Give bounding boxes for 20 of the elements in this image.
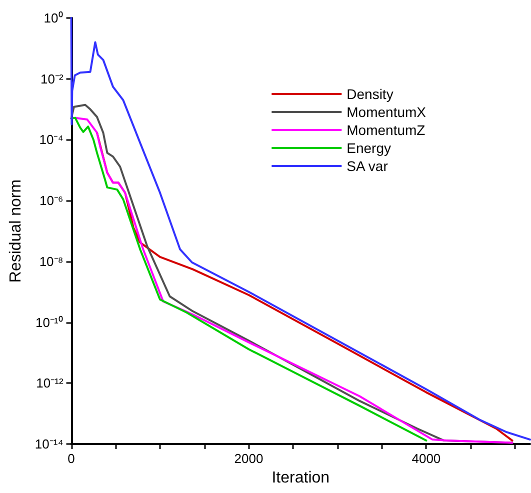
line-series — [70, 17, 531, 441]
legend-label: SA var — [346, 158, 388, 174]
y-tick-label: 10⁻¹⁰ — [35, 314, 64, 330]
legend-label: MomentumX — [346, 104, 427, 120]
x-axis-title: Iteration — [272, 470, 330, 486]
legend-label: Density — [346, 86, 394, 102]
y-tick-label: 10⁻⁶ — [39, 193, 64, 208]
x-tick-label: 0 — [68, 451, 75, 466]
y-axis-title: Residual norm — [8, 179, 24, 283]
y-tick-label: 10⁻² — [40, 71, 64, 86]
line-series — [70, 116, 428, 442]
y-tick-label: 10⁻⁸ — [39, 254, 64, 269]
y-tick-label: 10⁰ — [44, 10, 64, 26]
legend-label: Energy — [346, 140, 391, 156]
y-tick-label: 10⁻¹⁴ — [34, 436, 64, 452]
x-tick-label: 2000 — [234, 451, 264, 466]
y-tick-label: 10⁻¹² — [36, 376, 64, 391]
y-tick-label: 10⁻⁴ — [39, 132, 64, 148]
legend-label: MomentumZ — [346, 122, 426, 138]
x-tick-label: 4000 — [412, 451, 441, 466]
